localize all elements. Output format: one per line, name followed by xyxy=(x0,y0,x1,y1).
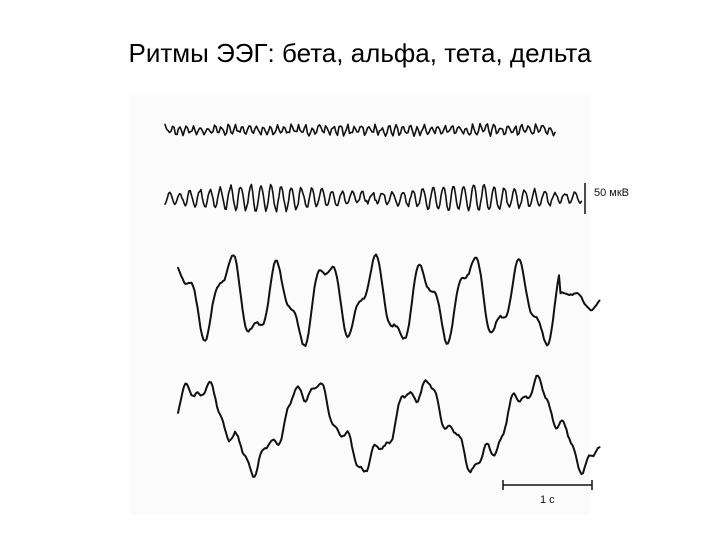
eeg-figure: 50 мкВ 1 с xyxy=(130,95,629,515)
amplitude-scale-label: 50 мкВ xyxy=(594,187,629,199)
time-scale-label: 1 с xyxy=(540,494,555,506)
figure-background xyxy=(130,95,590,515)
alpha-trace xyxy=(164,183,583,213)
delta-trace xyxy=(177,374,601,478)
theta-trace xyxy=(177,253,601,347)
beta-trace xyxy=(164,122,556,137)
slide-title: Ритмы ЭЭГ: бета, альфа, тета, дельта xyxy=(129,38,592,68)
